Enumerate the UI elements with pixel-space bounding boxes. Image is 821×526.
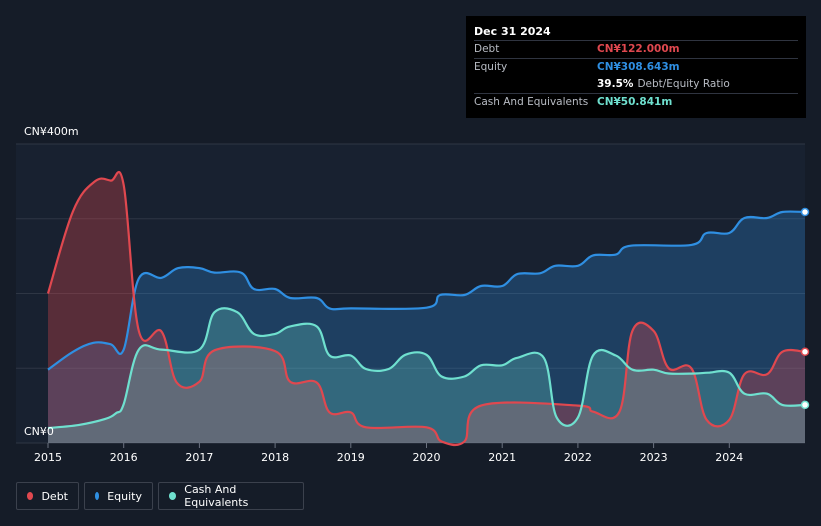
legend-item-equity[interactable]: Equity	[84, 482, 153, 510]
tooltip-debt-label: Debt	[474, 43, 500, 55]
tooltip-cash-value: CN¥50.841m	[597, 96, 673, 108]
debt-line	[46, 170, 806, 447]
cash-endpoint-marker	[800, 400, 810, 410]
tooltip-row-equity: Equity CN¥308.643m	[474, 58, 798, 76]
x-tick-label: 2020	[413, 451, 441, 464]
legend-equity-label: Equity	[107, 489, 142, 503]
cash-line	[47, 307, 806, 430]
x-tick-label: 2021	[488, 451, 516, 464]
debt-legend-dot-icon	[27, 492, 34, 500]
legend-item-debt[interactable]: Debt	[16, 482, 79, 510]
x-tick-label: 2022	[564, 451, 592, 464]
equity-area	[48, 211, 805, 443]
equity-line	[47, 210, 806, 371]
data-tooltip: Dec 31 2024 Debt CN¥122.000m Equity CN¥3…	[466, 16, 806, 118]
equity-legend-dot-icon	[95, 492, 100, 500]
x-tick-label: 2017	[185, 451, 213, 464]
tooltip-ratio-label: Debt/Equity Ratio	[637, 78, 730, 90]
x-tick-label: 2024	[715, 451, 743, 464]
gridlines	[16, 143, 805, 444]
tooltip-equity-label: Equity	[474, 61, 508, 73]
cash-legend-dot-icon	[169, 492, 177, 500]
series-areas	[48, 171, 805, 446]
series-endpoints	[800, 207, 810, 410]
cash-area	[48, 308, 805, 443]
tooltip-equity-value: CN¥308.643m	[597, 61, 680, 73]
legend-debt-label: Debt	[41, 489, 68, 503]
x-tick-label: 2016	[110, 451, 138, 464]
legend-cash-label: Cash And Equivalents	[184, 483, 249, 509]
debt-area	[48, 171, 805, 446]
debt-endpoint-marker	[800, 347, 810, 357]
tooltip-date: Dec 31 2024	[474, 25, 551, 38]
x-axis-ticks: 2015 2016 2017 2018 2019 2020 2021 2022 2023 2024	[34, 443, 743, 464]
legend-item-cash[interactable]: Cash And Equivalents	[158, 482, 304, 510]
tooltip-ratio-value: 39.5%	[597, 78, 634, 90]
y-axis-bottom-label: CN¥0	[24, 425, 54, 438]
tooltip-debt-value: CN¥122.000m	[597, 43, 680, 55]
y-axis-top-label: CN¥400m	[24, 125, 79, 138]
x-tick-label: 2023	[640, 451, 668, 464]
tooltip-row-ratio: 39.5% Debt/Equity Ratio	[474, 76, 798, 93]
tooltip-cash-label: Cash And Equivalents	[474, 96, 589, 108]
tooltip-row-debt: Debt CN¥122.000m	[474, 40, 798, 58]
x-tick-label: 2015	[34, 451, 62, 464]
series-lines	[46, 170, 806, 447]
x-tick-label: 2019	[337, 451, 365, 464]
x-tick-label: 2018	[261, 451, 289, 464]
tooltip-row-cash: Cash And Equivalents CN¥50.841m	[474, 93, 798, 111]
equity-endpoint-marker	[800, 207, 810, 217]
